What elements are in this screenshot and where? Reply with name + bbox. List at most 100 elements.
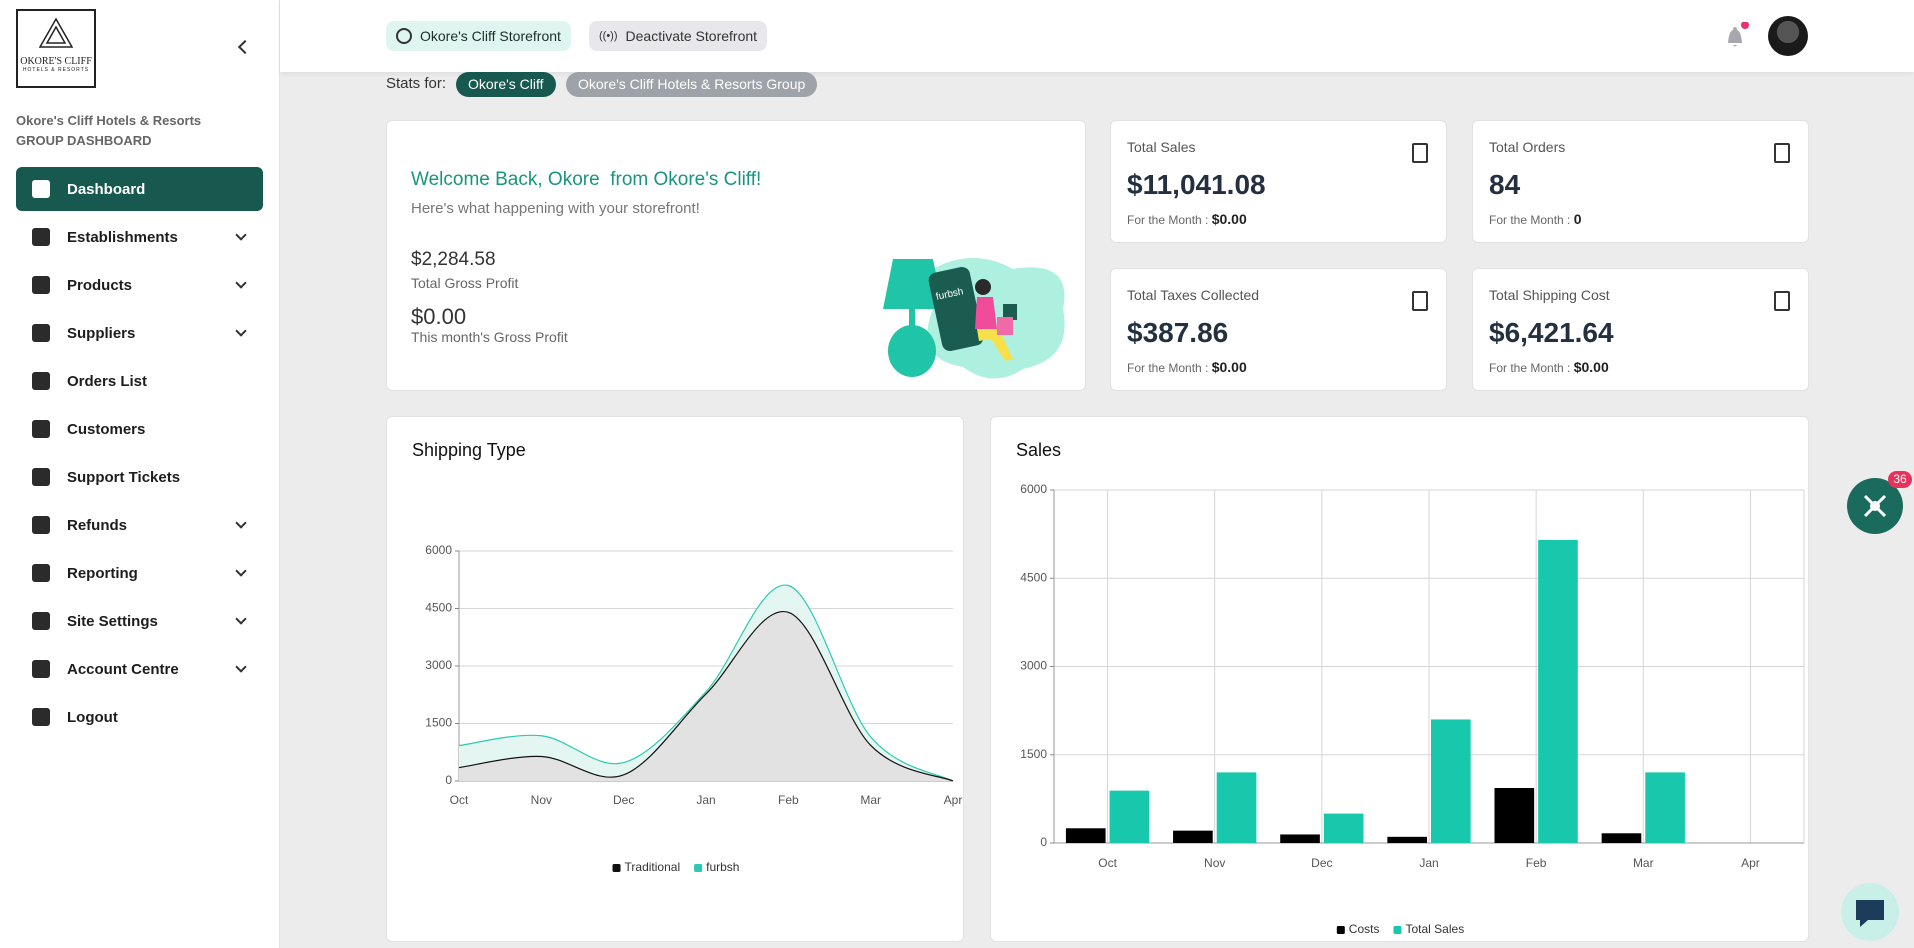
stat-icon: [1412, 143, 1428, 163]
chevron: [235, 565, 247, 577]
nav-item[interactable]: Establishments: [16, 215, 263, 259]
x-tick-label: Dec: [613, 793, 634, 807]
stats-option[interactable]: Okore's Cliff Hotels & Resorts Group: [566, 72, 818, 97]
stat-card: Total Sales $11,041.08 For the Month : $0.…: [1110, 120, 1447, 243]
y-tick-label: 6000: [425, 543, 452, 557]
stat-sub-label: For the Month :: [1127, 213, 1209, 227]
bar: [1601, 833, 1642, 843]
legend: Costs Total Sales: [1336, 922, 1464, 936]
stat-value: 84: [1489, 169, 1521, 200]
stat-value: $11,041.08: [1127, 169, 1266, 200]
welcome-subtitle: Here's what happening with your storefro…: [411, 200, 700, 217]
stat-title: Total Orders: [1489, 139, 1566, 155]
y-tick-label: 3000: [425, 658, 452, 672]
stats-for-label: Stats for:: [386, 75, 447, 92]
nav-icon: [32, 708, 50, 726]
deactivate-label: Deactivate Storefront: [625, 28, 758, 44]
nav-label: Products: [67, 276, 133, 294]
chevron: [235, 517, 247, 529]
stat-value: $6,421.64: [1489, 317, 1614, 348]
nav-item[interactable]: Support Tickets: [16, 455, 263, 499]
nav-item[interactable]: Logout: [16, 695, 263, 739]
y-tick-label: 6000: [1020, 482, 1047, 496]
nav-item[interactable]: Account Centre: [16, 647, 263, 691]
nav-label: Customers: [67, 420, 146, 438]
logo[interactable]: OKORE'S CLIFF HOTELS & RESORTS: [16, 9, 96, 88]
notifications[interactable]: [1720, 22, 1750, 52]
nav-item[interactable]: Customers: [16, 407, 263, 451]
float-button[interactable]: 36: [1840, 466, 1914, 538]
x-tick-label: Apr: [944, 793, 963, 807]
month-profit-label: This month's Gross Profit: [411, 329, 568, 345]
nav-item[interactable]: Site Settings: [16, 599, 263, 643]
stat-title: Total Sales: [1127, 139, 1196, 155]
x-tick-label: Oct: [450, 793, 469, 807]
nav-item[interactable]: Orders List: [16, 359, 263, 403]
gross-profit-label: Total Gross Profit: [411, 275, 519, 291]
chart-title: Shipping Type: [412, 440, 526, 460]
y-tick-label: 1500: [1020, 747, 1047, 761]
stat-sub-value: $0.00: [1211, 211, 1247, 227]
bar: [1387, 836, 1427, 843]
nav-label: Account Centre: [67, 660, 179, 678]
legend-swatch: [1336, 926, 1345, 934]
bar: [1280, 834, 1320, 843]
deactivate-button[interactable]: ((•)) Deactivate Storefront: [589, 21, 768, 51]
stat-icon: [1774, 143, 1790, 163]
stats-option[interactable]: Okore's Cliff: [456, 72, 556, 97]
header: Okore's Cliff Storefront ((•)) Deactivate…: [280, 0, 1914, 72]
x-tick-label: Nov: [1204, 856, 1225, 870]
stat-sub-value: $0.00: [1211, 359, 1247, 375]
chart-card: Sales 0 1500 3000 4500 6000 Oct Nov Dec Jan Feb Mar…: [990, 416, 1809, 942]
stat-sub: For the Month : 0: [1489, 211, 1582, 227]
stat-icon: [1412, 291, 1428, 311]
org-name: Okore's Cliff Hotels & Resorts: [16, 113, 202, 128]
legend-label: furbsh: [706, 860, 739, 874]
sidebar: OKORE'S CLIFF HOTELS & RESORTS Okore's C…: [0, 0, 280, 948]
welcome-title: Welcome Back, Okore from Okore's Cliff!: [411, 169, 762, 190]
chart-card: Shipping Type 0 1500 3000 4500 6000 Oct Nov Dec J…: [386, 416, 964, 942]
legend-swatch: [612, 864, 621, 872]
x-tick-label: Jan: [696, 793, 715, 807]
chevron: [235, 613, 247, 625]
stat-sub: For the Month : $0.00: [1127, 211, 1247, 227]
logo-mark: [38, 17, 74, 48]
storefront-label: Okore's Cliff Storefront: [420, 28, 561, 44]
collapse-button[interactable]: [237, 39, 253, 55]
nav-label: Support Tickets: [67, 468, 181, 486]
x-tick-label: Apr: [1741, 856, 1760, 870]
chat-button[interactable]: [1838, 880, 1902, 944]
y-tick-label: 4500: [1020, 570, 1047, 584]
nav-label: Refunds: [67, 516, 127, 534]
legend-swatch: [694, 864, 703, 872]
brand: OKORE'S CLIFF: [20, 56, 92, 67]
nav-item[interactable]: Reporting: [16, 551, 263, 595]
chevron: [235, 229, 247, 241]
stat-sub-label: For the Month :: [1489, 361, 1571, 375]
y-tick-label: 4500: [425, 601, 452, 615]
nav-icon: [32, 468, 50, 486]
stat-card: Total Taxes Collected $387.86 For the Mont…: [1110, 268, 1447, 391]
y-tick-label: 0: [1040, 835, 1047, 849]
bar: [1173, 830, 1213, 843]
avatar[interactable]: [1768, 16, 1808, 56]
nav-icon: [32, 180, 50, 198]
nav-item[interactable]: Products: [16, 263, 263, 307]
stat-sub-value: $0.00: [1573, 359, 1609, 375]
nav-item[interactable]: Suppliers: [16, 311, 263, 355]
x-tick-label: Nov: [531, 793, 552, 807]
x-tick-label: Feb: [778, 793, 799, 807]
line: [458, 584, 954, 782]
x-tick-label: Jan: [1419, 856, 1438, 870]
bar: [1216, 772, 1257, 843]
nav-icon: [32, 660, 50, 678]
stat-sub-value: 0: [1573, 211, 1582, 227]
stat-sub-label: For the Month :: [1489, 213, 1571, 227]
legend-label: Costs: [1349, 922, 1380, 936]
nav-item[interactable]: Refunds: [16, 503, 263, 547]
nav-label: Reporting: [67, 564, 138, 582]
bar: [1494, 787, 1535, 843]
gross-profit: $2,284.58: [411, 249, 496, 270]
storefront-button[interactable]: Okore's Cliff Storefront: [386, 21, 571, 51]
nav-item[interactable]: Dashboard: [16, 167, 263, 211]
